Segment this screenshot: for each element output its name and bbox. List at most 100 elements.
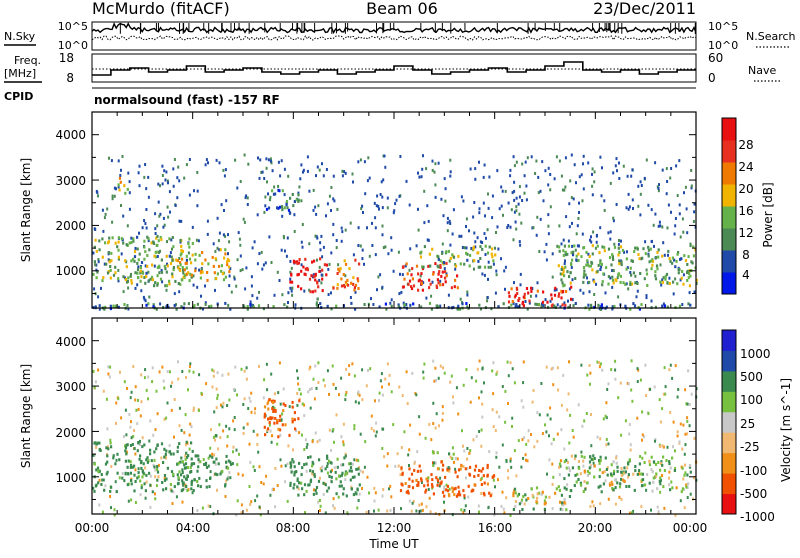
echo-cell <box>501 490 504 494</box>
echo-cell <box>381 233 384 237</box>
echo-cell <box>299 177 302 181</box>
echo-cell <box>571 298 574 302</box>
echo-cell <box>143 482 146 486</box>
echo-cell <box>290 464 293 468</box>
echo-cell <box>689 470 692 474</box>
echo-cell <box>513 210 516 214</box>
echo-cell <box>298 185 301 189</box>
echo-cell <box>599 459 602 462</box>
echo-cell <box>156 283 159 287</box>
echo-cell <box>460 234 463 238</box>
echo-cell <box>188 365 191 369</box>
echo-cell <box>225 460 228 464</box>
echo-cell <box>662 485 665 489</box>
echo-cell <box>142 295 145 299</box>
echo-cell <box>162 379 165 383</box>
echo-cell <box>305 445 308 449</box>
echo-cell <box>350 301 353 305</box>
echo-cell <box>161 481 164 484</box>
echo-cell <box>684 388 687 392</box>
echo-cell <box>554 286 557 290</box>
echo-cell <box>568 202 571 206</box>
echo-cell <box>568 360 570 364</box>
echo-cell <box>117 305 120 309</box>
echo-cell <box>466 290 469 294</box>
echo-cell <box>656 505 659 509</box>
echo-cell <box>261 267 264 271</box>
echo-cell <box>327 293 330 296</box>
echo-cell <box>95 468 98 472</box>
echo-cell <box>629 280 632 284</box>
echo-cell <box>468 264 471 268</box>
echo-cell <box>251 246 254 250</box>
freq-panel-frame <box>91 53 697 83</box>
echo-cell <box>425 296 428 300</box>
echo-cell <box>306 442 309 446</box>
echo-cell <box>222 168 225 172</box>
echo-cell <box>655 264 659 268</box>
echo-cell <box>357 226 360 230</box>
echo-cell <box>219 436 222 440</box>
echo-cell <box>102 389 105 393</box>
echo-cell <box>259 513 262 517</box>
echo-cell <box>673 258 676 262</box>
echo-cell <box>566 483 569 487</box>
echo-cell <box>304 267 307 271</box>
echo-cell <box>363 160 366 164</box>
echo-cell <box>117 240 120 244</box>
echo-cell <box>405 179 408 183</box>
echo-cell <box>560 174 563 178</box>
echo-cell <box>633 250 636 253</box>
echo-cell <box>597 485 600 489</box>
echo-cell <box>389 484 392 488</box>
echo-cell <box>297 261 300 265</box>
echo-cell <box>276 418 279 422</box>
echo-cell <box>437 161 440 165</box>
echo-cell <box>192 489 195 492</box>
echo-cell <box>274 409 277 413</box>
colorbar-swatch <box>722 452 736 474</box>
echo-cell <box>267 427 270 431</box>
echo-cell <box>487 277 489 281</box>
echo-cell <box>145 388 148 392</box>
echo-cell <box>130 436 133 440</box>
echo-cell <box>303 414 306 418</box>
echo-cell <box>626 381 629 385</box>
vel-cb-tick-minus1000: -1000 <box>740 510 775 524</box>
echo-cell <box>312 188 315 192</box>
echo-cell <box>153 458 156 462</box>
echo-cell <box>476 251 479 255</box>
echo-cell <box>300 240 303 244</box>
echo-cell <box>95 276 98 280</box>
power-cb-tick-4: 4 <box>742 268 750 282</box>
echo-cell <box>556 303 559 307</box>
noise-left-label: N.Sky <box>4 30 36 43</box>
echo-cell <box>598 475 601 479</box>
echo-cell <box>453 285 456 289</box>
echo-cell <box>115 421 117 425</box>
echo-cell <box>318 265 321 269</box>
echo-cell <box>562 249 565 253</box>
noise-right-tick-top: 10^5 <box>708 20 738 33</box>
echo-cell <box>549 188 552 192</box>
echo-cell <box>202 458 205 461</box>
echo-cell <box>163 474 167 477</box>
echo-cell <box>222 401 225 405</box>
echo-cell <box>472 438 475 442</box>
echo-cell <box>592 230 595 234</box>
echo-cell <box>227 475 230 479</box>
echo-cell <box>649 247 652 251</box>
echo-cell <box>258 290 260 294</box>
echo-cell <box>231 462 234 466</box>
echo-cell <box>101 279 104 283</box>
echo-cell <box>199 485 202 489</box>
echo-cell <box>250 410 253 414</box>
echo-cell <box>303 463 306 467</box>
echo-cell <box>291 405 294 409</box>
echo-cell <box>357 160 360 164</box>
echo-cell <box>579 481 582 485</box>
echo-cell <box>172 184 175 188</box>
echo-cell <box>647 248 650 252</box>
echo-cell <box>177 377 180 381</box>
echo-cell <box>376 288 378 292</box>
